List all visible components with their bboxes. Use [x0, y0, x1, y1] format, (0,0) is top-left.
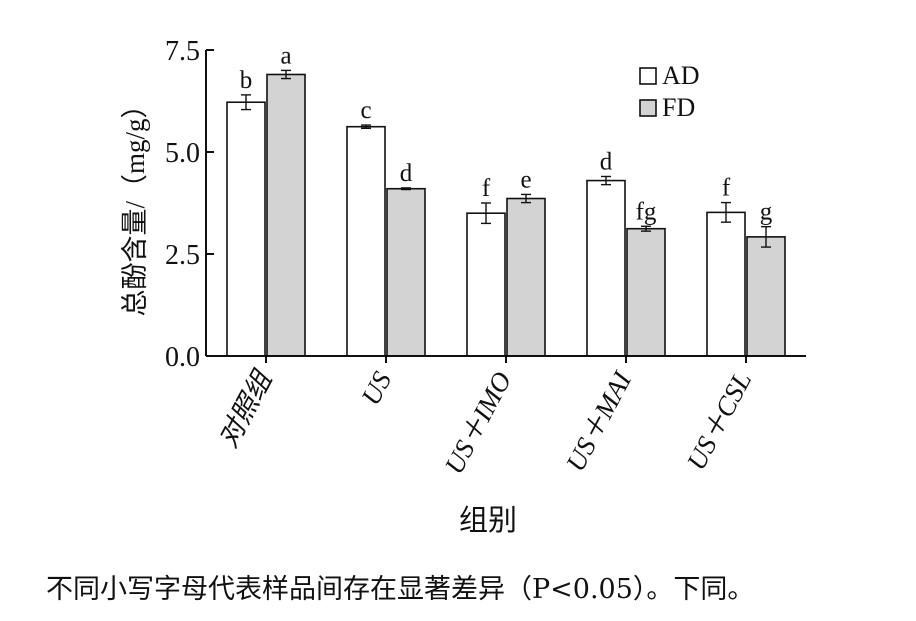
significance-letter: a: [280, 42, 291, 69]
y-axis-title: 总酚含量/（mg/g）: [120, 91, 150, 316]
x-tick-label: US＋CSL: [681, 367, 758, 475]
significance-letter: f: [722, 175, 731, 202]
bar: [746, 236, 786, 357]
footnote: 不同小写字母代表样品间存在显著差异（P<0.05）。下同。: [46, 574, 755, 605]
y-tick-label: 5.0: [165, 138, 200, 169]
x-tick-label: 对照组: [213, 365, 278, 452]
x-tick-label: US: [355, 366, 397, 410]
x-tick-label: US＋IMO: [439, 367, 518, 479]
significance-letter: g: [760, 199, 773, 226]
significance-letter: f: [482, 175, 491, 202]
significance-letter: b: [240, 67, 253, 94]
significance-letter: fg: [636, 198, 657, 225]
legend-swatch: [639, 67, 657, 85]
bar: [506, 197, 546, 357]
significance-letter: d: [400, 160, 413, 187]
bar: [346, 125, 386, 357]
bar: [706, 211, 746, 357]
significance-letter: d: [600, 148, 613, 175]
x-axis-title: 组别: [459, 504, 517, 537]
y-tick-label: 7.5: [165, 36, 200, 67]
legend-swatch: [639, 99, 657, 117]
bar: [466, 212, 506, 357]
bar: [226, 101, 266, 357]
bar: [386, 187, 426, 357]
x-tick-label: US＋MAI: [560, 365, 638, 476]
legend-label: AD: [662, 61, 700, 90]
bar: [626, 227, 666, 357]
y-tick-label: 0.0: [165, 342, 200, 373]
significance-letter: e: [520, 166, 531, 193]
significance-letter: c: [360, 97, 371, 124]
x-axis: 对照组 US US＋IMO US＋MAI US＋CSL: [206, 355, 806, 479]
legend: AD FD: [639, 61, 700, 122]
y-tick-label: 2.5: [165, 240, 200, 271]
y-axis: 0.0 2.5 5.0 7.5: [165, 36, 214, 373]
bar: [266, 73, 306, 357]
legend-label: FD: [662, 93, 695, 122]
bar: [586, 179, 626, 357]
